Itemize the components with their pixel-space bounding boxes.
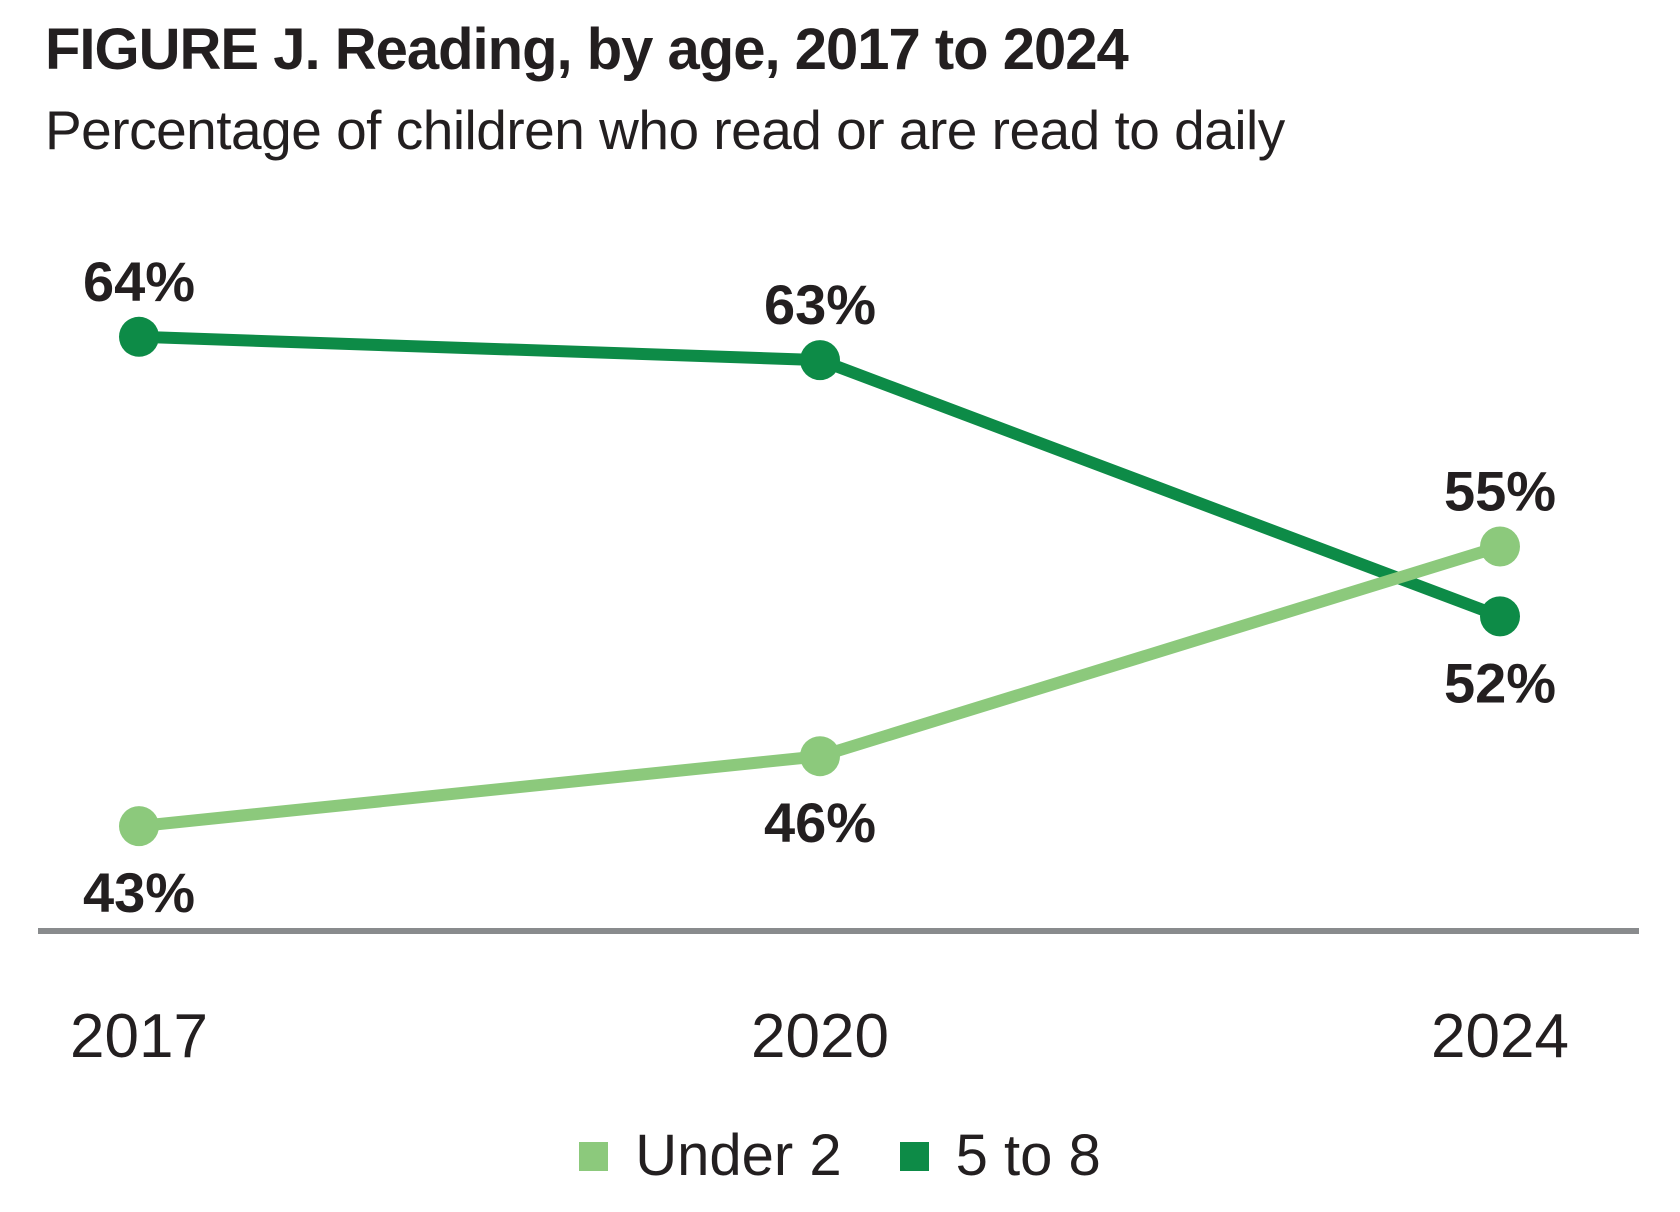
data-value-label-under-2: 43% [83, 861, 195, 924]
data-value-label-5-to-8: 64% [83, 250, 195, 313]
series-line-under-2 [138, 540, 1502, 833]
figure-subtitle: Percentage of children who read or are r… [45, 99, 1285, 162]
data-value-label-5-to-8: 52% [1444, 651, 1556, 714]
chart-legend: Under 2 5 to 8 [0, 1122, 1680, 1190]
legend-item-under-2: Under 2 [579, 1123, 842, 1188]
figure-header: FIGURE J. Reading, by age, 2017 to 2024 … [45, 16, 1635, 163]
x-axis-tick-label: 2020 [751, 1002, 889, 1071]
data-point-under-2 [119, 806, 159, 847]
x-axis-tick-label: 2017 [70, 1002, 208, 1071]
x-axis-tick-label: 2024 [1431, 1002, 1569, 1071]
data-point-under-2 [1480, 526, 1520, 567]
data-value-label-5-to-8: 63% [764, 273, 876, 336]
x-axis-line [38, 928, 1639, 934]
legend-swatch-5-to-8-icon [899, 1141, 929, 1171]
legend-item-5-to-8: 5 to 8 [899, 1123, 1101, 1188]
data-point-5-to-8 [119, 316, 159, 357]
data-point-under-2 [800, 736, 840, 777]
data-value-label-under-2: 55% [1444, 460, 1556, 523]
data-point-5-to-8 [1480, 596, 1520, 637]
data-value-label-under-2: 46% [764, 791, 876, 854]
legend-label-5-to-8: 5 to 8 [955, 1123, 1101, 1188]
figure-title: FIGURE J. Reading, by age, 2017 to 2024 [45, 17, 1129, 82]
legend-label-under-2: Under 2 [635, 1123, 842, 1188]
legend-swatch-under-2-icon [579, 1141, 609, 1171]
data-point-5-to-8 [800, 340, 840, 381]
